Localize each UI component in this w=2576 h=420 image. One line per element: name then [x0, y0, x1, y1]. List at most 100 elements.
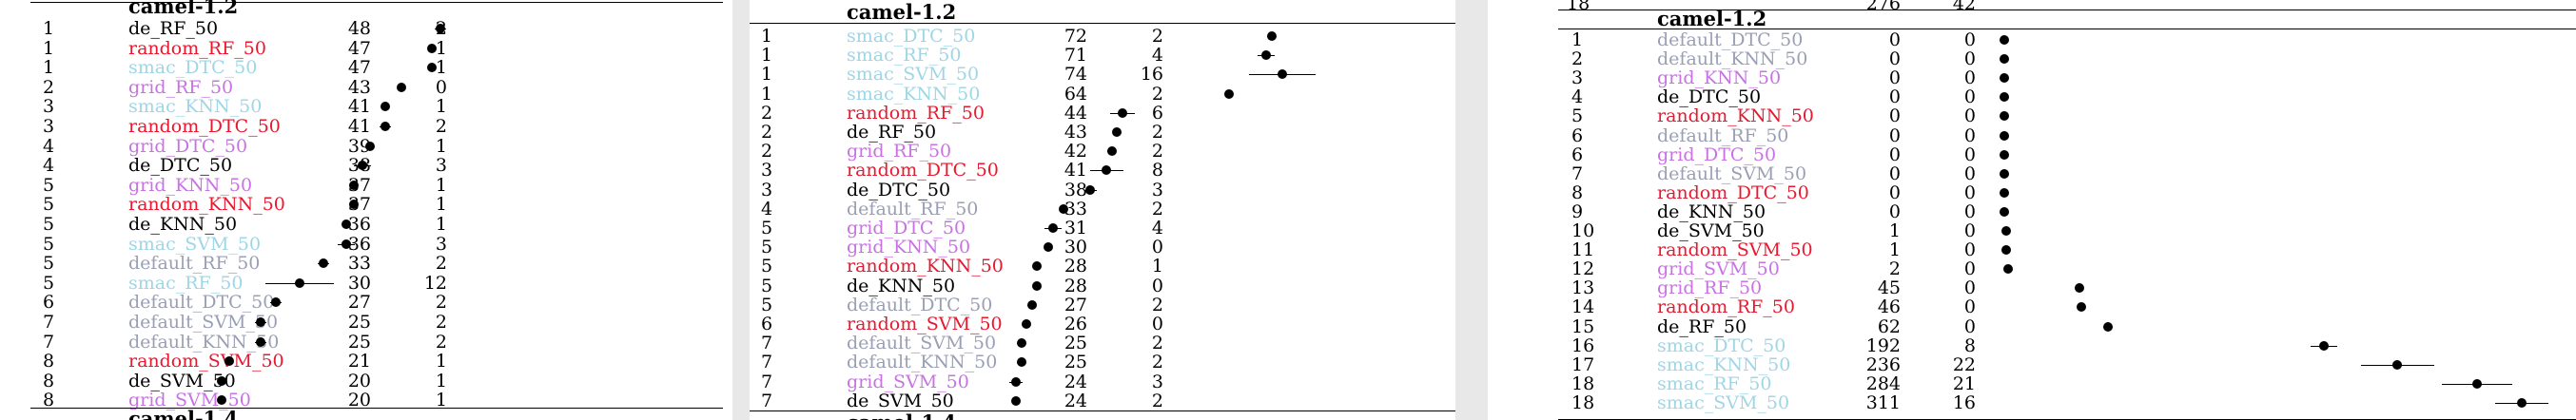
rank-cell: 1 — [761, 26, 773, 47]
rank-cell: 2 — [43, 76, 55, 98]
table-row: 5 random_KNN_50 37 1 — [0, 195, 732, 214]
table-top-rule — [30, 2, 723, 3]
rank-cell: 5 — [761, 256, 773, 277]
iqr-cell: 0 — [1963, 258, 1976, 280]
iqr-cell: 2 — [1151, 83, 1163, 105]
median-dot — [1278, 69, 1287, 80]
median-dot — [1032, 261, 1043, 272]
rank-cell: 7 — [1571, 162, 1584, 184]
median-cell: 0 — [1888, 48, 1901, 70]
median-cell: 25 — [1064, 352, 1087, 373]
iqr-cell: 12 — [423, 272, 447, 294]
table-row: 10 de_SVM_50 1 0 — [1488, 221, 2576, 240]
median-cell: 1 — [1888, 239, 1901, 261]
median-dot — [396, 82, 406, 92]
rank-cell: 6 — [1571, 143, 1584, 165]
table-row: 5 random_KNN_50 0 0 — [1488, 106, 2576, 125]
rank-cell: 7 — [761, 333, 773, 354]
rank-cell: 12 — [1571, 258, 1595, 280]
treatment-name: default_RF_50 — [128, 253, 261, 275]
rank-cell: 4 — [43, 135, 55, 157]
iqr-cell: 22 — [1952, 353, 1976, 375]
rank-cell: 4 — [43, 155, 55, 177]
rank-cell: 5 — [761, 294, 773, 315]
median-cell: 33 — [347, 253, 371, 275]
median-dot — [1032, 280, 1043, 291]
median-dot — [1112, 127, 1122, 137]
median-dot — [1016, 357, 1026, 368]
previous-rank: 18 — [1567, 0, 1590, 14]
treatment-name: smac_DTC_50 — [128, 57, 258, 79]
treatment-name: smac_SVM_50 — [847, 64, 980, 86]
dataset-title: camel-1.2 — [1657, 7, 1767, 30]
median-dot — [1102, 165, 1112, 176]
iqr-cell: 0 — [1963, 105, 1976, 127]
iqr-cell: 0 — [1151, 314, 1163, 334]
rank-cell: 2 — [1571, 48, 1584, 70]
median-dot — [2002, 264, 2013, 275]
median-dot — [2472, 378, 2482, 389]
table-row: 2 default_KNN_50 0 0 — [1488, 49, 2576, 68]
iqr-cell: 0 — [1963, 143, 1976, 165]
iqr-cell: 2 — [1151, 333, 1163, 354]
iqr-cell: 16 — [1952, 391, 1976, 413]
iqr-cell: 2 — [435, 292, 447, 314]
treatment-name: grid_DTC_50 — [128, 135, 248, 157]
iqr-cell: 0 — [1963, 315, 1976, 337]
rank-cell: 10 — [1571, 220, 1595, 241]
rank-cell: 9 — [1571, 200, 1584, 222]
iqr-cell: 0 — [1963, 200, 1976, 222]
treatment-name: smac_KNN_50 — [847, 83, 981, 105]
table-row: 3 random_DTC_50 41 2 — [0, 117, 732, 136]
table-row: 12 grid_SVM_50 2 0 — [1488, 259, 2576, 278]
iqr-cell: 0 — [1963, 239, 1976, 261]
iqr-cell: 1 — [435, 194, 447, 216]
median-cell: 0 — [1888, 86, 1901, 108]
treatment-name: default_KNN_50 — [847, 352, 998, 373]
rank-cell: 7 — [761, 371, 773, 392]
iqr-cell: 2 — [1151, 352, 1163, 373]
iqr-cell: 1 — [435, 174, 447, 196]
median-cell: 20 — [347, 370, 371, 391]
treatment-name: smac_SVM_50 — [128, 233, 262, 255]
treatment-name: smac_DTC_50 — [1657, 334, 1786, 356]
table-row: 6 default_DTC_50 27 2 — [0, 293, 732, 312]
treatment-name: grid_KNN_50 — [847, 237, 971, 258]
iqr-cell: 4 — [1151, 218, 1163, 239]
iqr-cell: 2 — [1151, 122, 1163, 143]
table-row: 5 smac_RF_50 30 12 — [0, 274, 732, 293]
iqr-cell: 4 — [1151, 45, 1163, 67]
median-dot — [342, 239, 352, 249]
median-dot — [2000, 111, 2009, 122]
treatment-name: default_DTC_50 — [128, 292, 275, 314]
rank-cell: 1 — [43, 57, 55, 79]
table-top-rule — [750, 23, 1455, 24]
treatment-name: grid_DTC_50 — [1657, 143, 1777, 165]
table-row: 2 random_RF_50 44 6 — [750, 104, 1455, 123]
rank-cell: 2 — [761, 141, 773, 162]
treatment-name: de_KNN_50 — [1657, 200, 1766, 222]
table-row: 7 default_KNN_50 25 2 — [0, 333, 732, 352]
table-row: 8 random_SVM_50 21 1 — [0, 352, 732, 371]
median-cell: 71 — [1064, 45, 1087, 67]
median-dot — [1261, 50, 1272, 61]
iqr-cell: 0 — [1963, 29, 1976, 50]
iqr-cell: 2 — [1151, 294, 1163, 315]
iqr-cell: 8 — [1963, 334, 1976, 356]
iqr-cell: 0 — [1963, 296, 1976, 318]
median-dot — [217, 375, 226, 386]
treatment-name: grid_RF_50 — [1657, 277, 1763, 299]
median-cell: 27 — [347, 292, 371, 314]
median-cell: 36 — [347, 233, 371, 255]
median-dot — [427, 43, 438, 53]
iqr-cell: 2 — [1151, 141, 1163, 162]
iqr-cell: 3 — [1151, 179, 1163, 200]
rank-cell: 1 — [761, 83, 773, 105]
median-cell: 38 — [1064, 179, 1087, 200]
next-dataset-title: camel-1.4 — [128, 407, 239, 420]
median-cell: 41 — [347, 116, 371, 137]
rank-cell: 5 — [43, 194, 55, 216]
rank-cell: 7 — [761, 352, 773, 373]
median-cell: 0 — [1888, 162, 1901, 184]
table-row: 4 de_DTC_50 0 0 — [1488, 87, 2576, 106]
